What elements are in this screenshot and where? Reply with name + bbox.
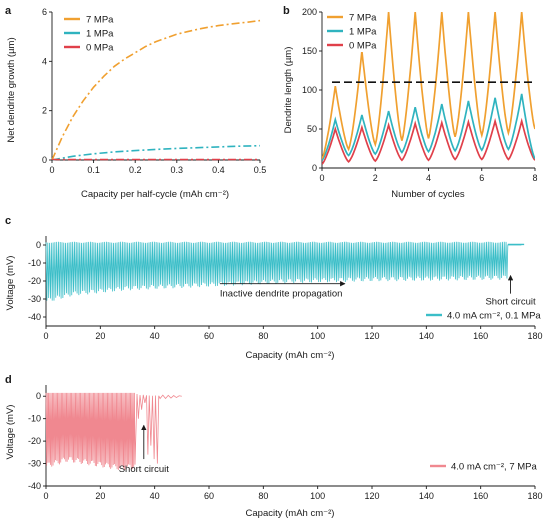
panel-a-legend-label: 1 MPa [86, 29, 114, 40]
panel-d-ytick-label: -40 [28, 481, 41, 491]
panel-c-short-label: Short circuit [485, 297, 536, 308]
panel-c-ytick-label: -10 [28, 258, 41, 268]
panel-d-voltage-trace [45, 392, 182, 471]
panel-d: d 0 20 40 60 80 100 120 140 160 1800-10-20-30-40 … [5, 374, 543, 519]
panel-a-ytick-label: 4 [42, 56, 47, 66]
panel-b: b 0 2 4 6 8 0 50 100 150 200 Number of cycles Den… [283, 5, 538, 200]
panel-d-xtick-label: 60 [204, 491, 214, 501]
panel-c-propagation-label: Inactive dendrite propagation [220, 289, 343, 300]
panel-a-xtick-label: 0 [49, 165, 54, 175]
panel-b-xtick-label: 2 [373, 173, 378, 183]
panel-c-xtick-label: 160 [473, 331, 488, 341]
panel-c-xtick-label: 60 [204, 331, 214, 341]
panel-c: c 0 20 40 60 80 100 120 140 160 1800-10-20-30-40 … [5, 215, 543, 361]
panel-a-ytick-label: 2 [42, 106, 47, 116]
panel-a-xtick-label: 0.3 [171, 165, 184, 175]
panel-a-ytick-label: 6 [42, 7, 47, 17]
panel-b-ytick-label: 0 [312, 163, 317, 173]
panel-d-xlabel: Capacity (mAh cm⁻²) [246, 508, 335, 519]
panel-a-xtick-label: 0.1 [87, 165, 100, 175]
panel-a-legend-label: 7 MPa [86, 15, 114, 26]
panel-b-xtick-label: 4 [426, 173, 431, 183]
panel-a-ylabel: Net dendrite growth (µm) [6, 37, 17, 142]
panel-b-legend-label: 7 MPa [349, 13, 377, 24]
panel-c-legend-label: 4.0 mA cm⁻², 0.1 MPa [447, 311, 541, 322]
panel-d-short-label: Short circuit [119, 464, 170, 475]
panel-c-ytick-label: 0 [36, 240, 41, 250]
panel-b-ylabel: Dendrite length (µm) [283, 47, 294, 134]
panel-a-ytick-label: 0 [42, 155, 47, 165]
panel-a-legend-label: 0 MPa [86, 43, 114, 54]
panel-c-xtick-label: 100 [310, 331, 325, 341]
panel-b-label: b [283, 5, 290, 17]
panel-c-ytick-label: -40 [28, 312, 41, 322]
panel-d-ytick-label: 0 [36, 391, 41, 401]
panel-d-xtick-label: 120 [364, 491, 379, 501]
panel-d-ytick-label: -30 [28, 459, 41, 469]
panel-c-xtick-label: 40 [150, 331, 160, 341]
panel-d-xtick-label: 100 [310, 491, 325, 501]
panel-b-series-p7 [322, 12, 535, 159]
panel-b-xtick-label: 8 [532, 173, 537, 183]
panel-b-xlabel: Number of cycles [391, 189, 465, 200]
panel-b-legend-label: 1 MPa [349, 27, 377, 38]
panel-d-xtick-label: 160 [473, 491, 488, 501]
panel-c-ytick-label: -30 [28, 294, 41, 304]
panel-d-ytick-label: -20 [28, 436, 41, 446]
panel-a-xtick-label: 0.2 [129, 165, 142, 175]
panel-d-ytick-label: -10 [28, 414, 41, 424]
panel-c-label: c [5, 215, 11, 227]
panel-a: a 0 0.1 0.2 0.3 0.4 0.5 0 2 4 6 Capacity per half… [5, 5, 266, 200]
panel-b-ytick-label: 100 [302, 85, 317, 95]
panel-b-xtick-label: 6 [479, 173, 484, 183]
panel-b-series-p0 [322, 117, 535, 165]
panel-b-series-p1 [322, 93, 535, 161]
panel-d-xtick-label: 20 [95, 491, 105, 501]
panel-d-xtick-label: 80 [258, 491, 268, 501]
panel-a-series-p1 [51, 144, 261, 161]
panel-c-xtick-label: 120 [364, 331, 379, 341]
panel-c-xtick-label: 20 [95, 331, 105, 341]
panel-a-xtick-label: 0.4 [212, 165, 225, 175]
panel-b-ytick-label: 150 [302, 46, 317, 56]
panel-a-axes [51, 12, 260, 161]
panel-c-ylabel: Voltage (mV) [5, 256, 16, 311]
panel-a-label: a [5, 5, 12, 17]
panel-b-legend-label: 0 MPa [349, 41, 377, 52]
panel-d-xtick-label: 40 [150, 491, 160, 501]
panel-a-series-p7 [51, 19, 261, 161]
panel-d-label: d [5, 374, 12, 386]
panel-d-xtick-label: 140 [419, 491, 434, 501]
panel-d-xtick-label: 180 [527, 491, 542, 501]
panel-a-xlabel: Capacity per half-cycle (mAh cm⁻²) [81, 189, 229, 200]
panel-d-legend-label: 4.0 mA cm⁻², 7 MPa [451, 462, 538, 473]
panel-d-ylabel: Voltage (mV) [5, 405, 16, 460]
panel-b-xtick-label: 0 [319, 173, 324, 183]
panel-b-ytick-label: 200 [302, 7, 317, 17]
panel-c-xtick-label: 80 [258, 331, 268, 341]
panel-b-ytick-label: 50 [307, 124, 317, 134]
panel-c-ytick-label: -20 [28, 276, 41, 286]
panel-c-xtick-label: 0 [43, 331, 48, 341]
panel-c-xlabel: Capacity (mAh cm⁻²) [246, 350, 335, 361]
panel-d-xtick-label: 0 [43, 491, 48, 501]
panel-c-xtick-label: 180 [527, 331, 542, 341]
panel-c-voltage-trace [45, 241, 522, 301]
panel-c-xtick-label: 140 [419, 331, 434, 341]
panel-a-xtick-label: 0.5 [254, 165, 267, 175]
